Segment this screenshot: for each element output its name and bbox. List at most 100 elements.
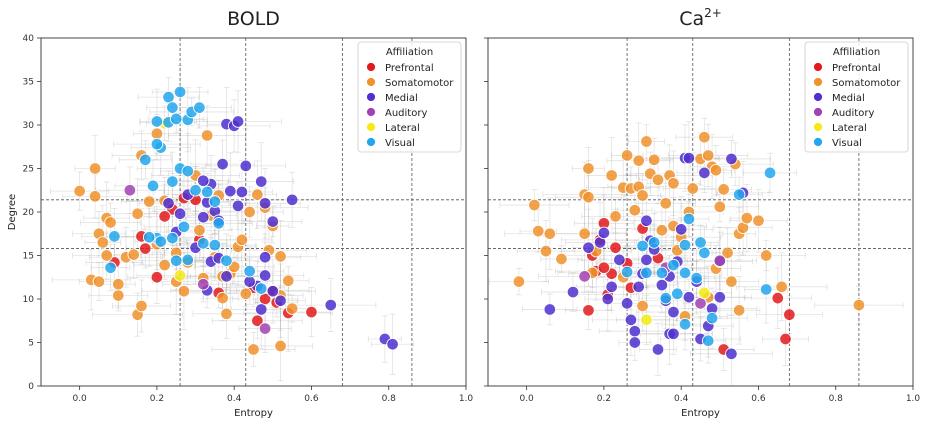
data-point-prefrontal: [158, 210, 171, 223]
data-point-medial: [173, 207, 187, 220]
data-point-medial: [162, 197, 175, 210]
data-point-medial: [655, 278, 669, 292]
panel-title: BOLD: [227, 8, 280, 30]
legend-marker-visual: [366, 137, 376, 147]
data-point-medial: [258, 197, 272, 210]
data-point-somatomotor: [701, 149, 715, 162]
data-point-visual: [640, 266, 653, 280]
data-point-somatomotor: [636, 189, 649, 202]
legend-entry-medial: Medial: [385, 93, 418, 104]
data-point-somatomotor: [528, 198, 541, 212]
legend-marker-prefrontal: [366, 62, 376, 72]
data-point-visual: [620, 265, 634, 279]
data-point-medial: [713, 291, 727, 304]
data-point-medial: [258, 250, 272, 264]
bold-panel: 0.0 0.2 0.4 0.6 0.8 1.0 0 5 10 15 20 25 30 35 40 Entrop…: [7, 8, 473, 419]
data-point-visual: [150, 115, 164, 128]
data-point-somatomotor: [578, 227, 591, 240]
data-point-somatomotor: [200, 129, 214, 142]
data-point-prefrontal: [305, 305, 318, 319]
legend-marker-somatomotor: [813, 77, 823, 87]
data-point-visual: [212, 217, 225, 230]
data-point-somatomotor: [609, 210, 622, 223]
data-point-somatomotor: [251, 188, 264, 201]
data-point-somatomotor: [158, 258, 171, 272]
data-point-medial: [266, 284, 280, 298]
data-point-medial: [266, 215, 280, 228]
data-point-medial: [258, 269, 272, 282]
data-point-visual: [166, 231, 179, 245]
data-point-somatomotor: [740, 211, 754, 225]
data-point-medial: [582, 241, 595, 254]
data-point-visual: [177, 220, 191, 234]
legend-box: [804, 41, 909, 153]
data-point-medial: [667, 327, 680, 341]
data-point-visual: [636, 239, 649, 253]
data-point-somatomotor: [112, 277, 125, 291]
data-point-somatomotor: [582, 190, 595, 204]
legend-entry-auditory: Auditory: [832, 108, 874, 119]
data-point-somatomotor: [150, 127, 164, 140]
data-point-medial: [386, 337, 399, 351]
y-tick-label: 40: [23, 34, 35, 44]
data-point-visual: [254, 282, 268, 295]
data-point-visual: [682, 212, 696, 226]
y-tick-label: 5: [28, 339, 34, 349]
data-point-medial: [613, 253, 626, 267]
x-tick-label: 0.8: [829, 394, 844, 404]
data-point-lateral: [640, 313, 653, 327]
data-point-medial: [628, 336, 642, 349]
data-point-somatomotor: [274, 250, 287, 263]
x-tick-label: 0.4: [227, 394, 242, 404]
data-point-auditory: [258, 322, 272, 335]
data-point-visual: [181, 253, 195, 267]
data-point-somatomotor: [628, 204, 642, 217]
x-tick-label: 0.0: [72, 394, 87, 404]
data-point-somatomotor: [713, 200, 727, 214]
data-point-somatomotor: [247, 343, 260, 356]
data-point-medial: [220, 270, 233, 283]
data-point-somatomotor: [539, 244, 553, 258]
data-point-somatomotor: [651, 173, 665, 187]
data-point-medial: [624, 313, 638, 327]
legend-title: Affiliation: [833, 47, 880, 58]
legend-entry-visual: Visual: [832, 138, 862, 149]
x-tick-label: 0.6: [751, 394, 766, 404]
legend-entry-somatomotor: Somatomotor: [385, 78, 454, 89]
data-point-somatomotor: [88, 162, 102, 175]
data-point-medial: [197, 174, 210, 187]
x-tick-label: 0.6: [304, 394, 319, 404]
data-point-medial: [682, 291, 696, 304]
y-tick-label: 0: [28, 382, 34, 392]
data-point-somatomotor: [721, 246, 734, 260]
data-point-medial: [620, 297, 634, 310]
y-tick-label: 10: [23, 295, 35, 305]
data-point-somatomotor: [605, 169, 618, 182]
data-point-auditory: [197, 277, 210, 291]
data-point-somatomotor: [282, 274, 295, 287]
data-point-somatomotor: [193, 224, 206, 237]
legend-title: Affiliation: [386, 47, 433, 58]
x-tick-label: 0.0: [519, 394, 534, 404]
data-point-medial: [725, 152, 738, 166]
x-tick-label: 0.2: [150, 394, 164, 404]
data-point-visual: [166, 175, 179, 188]
data-point-visual: [698, 246, 711, 260]
data-point-medial: [285, 193, 299, 207]
data-point-visual: [667, 258, 680, 272]
x-axis-label: Entropy: [681, 408, 720, 419]
data-points: [73, 85, 399, 356]
data-point-somatomotor: [131, 207, 144, 220]
x-tick-label: 1.0: [906, 394, 921, 404]
data-point-somatomotor: [543, 227, 557, 240]
data-point-medial: [667, 305, 680, 319]
data-point-prefrontal: [150, 271, 164, 284]
data-point-visual: [678, 266, 692, 280]
data-point-somatomotor: [112, 289, 125, 302]
legend-marker-visual: [813, 137, 823, 147]
data-point-somatomotor: [127, 248, 140, 261]
data-point-visual: [181, 164, 195, 178]
data-point-medial: [235, 185, 249, 199]
data-point-medial: [682, 151, 696, 165]
